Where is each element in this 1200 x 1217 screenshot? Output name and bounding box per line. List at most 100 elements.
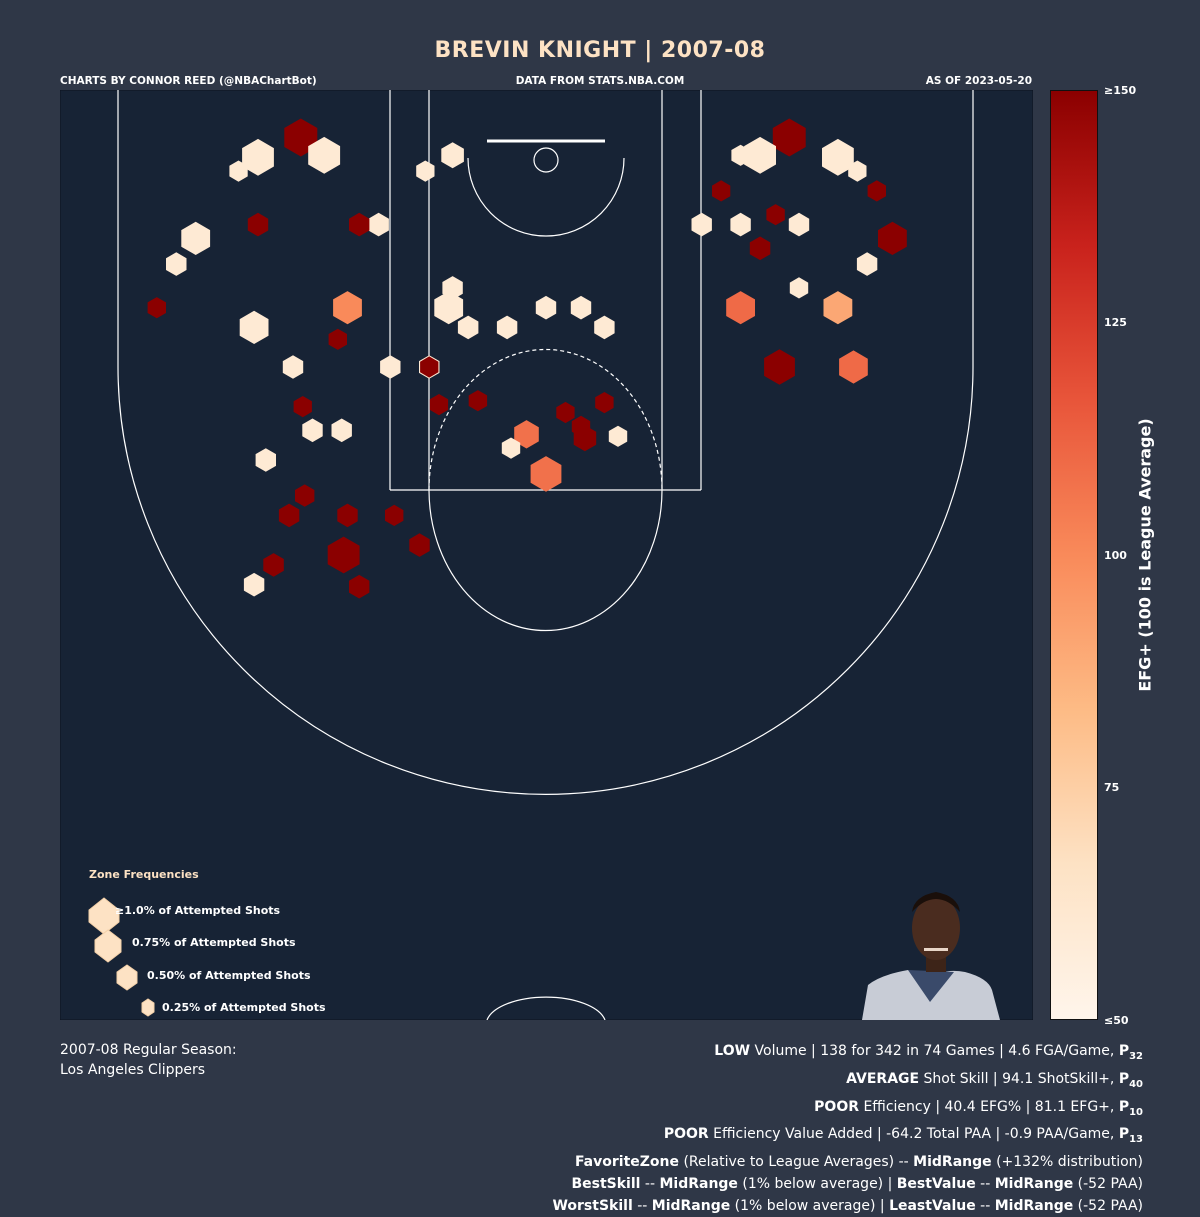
stats-summary: LOW Volume | 138 for 342 in 74 Games | 4… <box>552 1040 1143 1217</box>
shot-hex <box>380 355 401 379</box>
colorbar-label: EFG+ (100 is League Average) <box>1135 418 1155 692</box>
shot-hex <box>385 504 404 526</box>
shot-hex <box>839 350 868 384</box>
shot-hex <box>349 212 370 237</box>
shot-hex <box>764 349 795 385</box>
shot-hex <box>726 291 755 325</box>
shot-hex <box>434 291 464 325</box>
shot-hex <box>147 297 166 319</box>
shot-hex <box>242 138 274 176</box>
shot-hex <box>730 212 751 237</box>
legend-label-2: 0.75% of Attempted Shots <box>132 936 296 949</box>
shot-hex <box>278 503 300 528</box>
shot-hex <box>867 180 886 202</box>
shot-hex <box>749 236 771 261</box>
shot-hex <box>556 401 575 424</box>
shot-hex <box>416 160 435 182</box>
shot-hex <box>848 160 867 182</box>
credit-date: AS OF 2023-05-20 <box>925 75 1032 87</box>
shot-hex <box>328 328 347 350</box>
stat-line: AVERAGE Shot Skill | 94.1 ShotSkill+, P4… <box>846 1070 1143 1090</box>
shot-hex <box>295 484 315 507</box>
shot-hex <box>514 420 539 449</box>
shot-hex <box>744 136 776 174</box>
shot-hex <box>368 212 389 237</box>
shot-hex <box>239 310 269 344</box>
shot-hex <box>878 221 907 255</box>
credit-author: CHARTS BY CONNOR REED (@NBAChartBot) <box>60 75 317 87</box>
shot-hex <box>243 572 265 597</box>
shot-hex <box>501 437 521 459</box>
colorbar-tick-125: 125 <box>1104 316 1127 329</box>
shot-hex <box>608 425 628 447</box>
colorbar-tick-75: 75 <box>1104 781 1120 794</box>
shot-hex <box>331 418 352 443</box>
shot-hex <box>247 212 269 237</box>
legend-label-1: ≥1.0% of Attempted Shots <box>115 904 281 917</box>
shot-hex <box>293 396 312 418</box>
shot-hex <box>595 392 614 414</box>
team-line: Los Angeles Clippers <box>60 1062 206 1078</box>
shot-hex <box>302 418 323 443</box>
shot-hex <box>571 415 591 437</box>
shot-hex <box>327 536 360 574</box>
shot-hex <box>822 138 854 176</box>
legend-label-4: 0.25% of Attempted Shots <box>162 1001 326 1014</box>
shot-hex <box>420 356 439 378</box>
legend-hex-2 <box>94 929 122 963</box>
shot-hex <box>594 315 615 340</box>
shot-hex <box>789 277 809 299</box>
player-headshot <box>862 892 1000 1020</box>
credit-data-source: DATA FROM STATS.NBA.COM <box>515 75 685 87</box>
shot-chart-court: Zone Frequencies ≥1.0% of Attempted Shot… <box>60 90 1033 1020</box>
stat-line: WorstSkill -- MidRange (1% below average… <box>552 1198 1143 1215</box>
shot-hex <box>263 553 284 577</box>
season-info: 2007-08 Regular Season: Los Angeles Clip… <box>60 1040 237 1080</box>
shot-hex <box>181 221 211 255</box>
shot-hex <box>255 448 276 472</box>
colorbar <box>1050 90 1098 1020</box>
zone-frequency-legend: Zone Frequencies ≥1.0% of Attempted Shot… <box>88 868 326 1017</box>
legend-label-3: 0.50% of Attempted Shots <box>147 969 311 982</box>
shot-hex <box>496 315 518 340</box>
shot-hex <box>229 160 248 182</box>
shot-hex <box>468 390 488 412</box>
shot-hex <box>570 295 592 320</box>
shot-hex <box>409 533 430 557</box>
stat-line: POOR Efficiency | 40.4 EFG% | 81.1 EFG+,… <box>814 1098 1143 1118</box>
shot-hex <box>333 291 362 325</box>
stat-line: LOW Volume | 138 for 342 in 74 Games | 4… <box>714 1043 1143 1062</box>
season-line: 2007-08 Regular Season: <box>60 1042 237 1058</box>
shot-hex <box>337 503 358 528</box>
shot-hex <box>712 180 731 202</box>
shot-hex <box>441 142 464 169</box>
stat-line: BestSkill -- MidRange (1% below average)… <box>571 1176 1143 1193</box>
shot-hex <box>691 212 712 237</box>
hex-layer <box>147 118 907 599</box>
shot-hex <box>429 394 449 416</box>
colorbar-tick-max: ≥150 <box>1104 84 1137 97</box>
shot-hex <box>166 252 187 276</box>
shot-hex <box>349 574 370 599</box>
shot-hex <box>282 355 304 379</box>
stat-line: POOR Efficiency Value Added | -64.2 Tota… <box>663 1126 1143 1146</box>
shot-hex <box>856 252 878 276</box>
shot-hex <box>457 315 479 340</box>
shot-hex <box>823 291 853 325</box>
shot-hex <box>731 144 750 166</box>
legend-hex-3 <box>116 964 138 991</box>
shot-hex <box>788 212 810 237</box>
chart-title: BREVIN KNIGHT | 2007-08 <box>434 38 766 63</box>
shot-hex <box>530 456 562 492</box>
legend-title: Zone Frequencies <box>89 868 199 881</box>
shot-hex <box>442 276 463 300</box>
legend-hex-4 <box>141 998 155 1017</box>
colorbar-tick-100: 100 <box>1104 549 1127 562</box>
stat-line: FavoriteZone (Relative to League Average… <box>574 1154 1143 1171</box>
shot-hex <box>308 136 341 174</box>
shot-hex <box>766 204 785 226</box>
legend-hex-1 <box>88 897 120 935</box>
colorbar-tick-min: ≤50 <box>1104 1014 1129 1027</box>
shot-hex <box>772 118 806 157</box>
shot-hex <box>535 295 557 320</box>
